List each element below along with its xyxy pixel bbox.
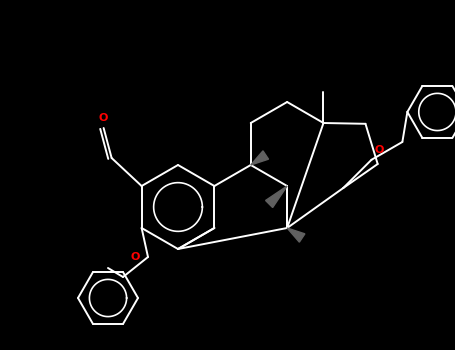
Polygon shape — [266, 186, 287, 208]
Text: O: O — [99, 113, 108, 123]
Text: O: O — [131, 252, 140, 262]
Polygon shape — [251, 151, 268, 165]
Text: O: O — [374, 145, 384, 155]
Polygon shape — [287, 228, 305, 242]
